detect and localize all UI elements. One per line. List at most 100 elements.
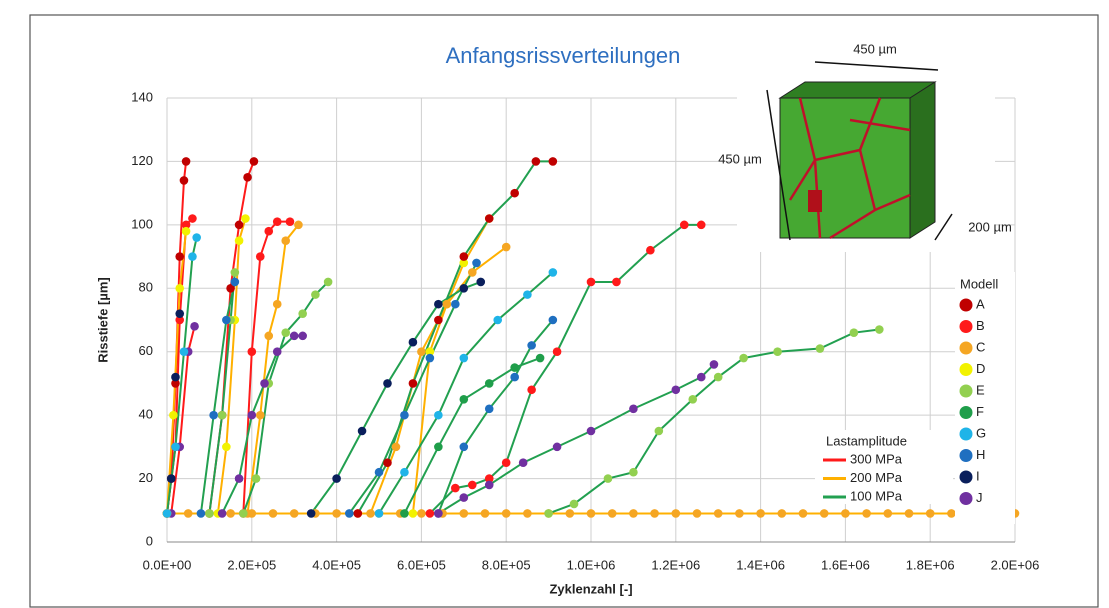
- data-point: [311, 290, 320, 299]
- data-point: [548, 157, 558, 166]
- data-point: [476, 277, 486, 287]
- legend-marker: [959, 363, 973, 376]
- data-point: [289, 509, 299, 518]
- series-line: [548, 328, 880, 515]
- data-point: [947, 509, 956, 518]
- data-point: [451, 483, 460, 493]
- series-line: [348, 262, 478, 515]
- legend-marker: [959, 427, 973, 441]
- data-point: [417, 509, 426, 518]
- data-point: [434, 299, 443, 309]
- data-point: [459, 258, 469, 268]
- data-point: [586, 426, 596, 436]
- data-point: [484, 404, 494, 414]
- data-point: [226, 283, 235, 293]
- series-line: [310, 281, 482, 515]
- data-point: [434, 442, 443, 452]
- y-tick-label: 40: [139, 407, 153, 422]
- data-point: [400, 467, 409, 477]
- inset-label: 450 µm: [853, 41, 897, 56]
- data-point: [484, 474, 494, 483]
- x-axis-label: Zyklenzahl [-]: [549, 581, 632, 596]
- data-point: [484, 214, 494, 223]
- series-line: [166, 231, 188, 514]
- inset-image: 450 µm 450 µm 200 µm: [718, 38, 1012, 252]
- data-point: [222, 315, 231, 325]
- data-point: [510, 363, 519, 372]
- data-point: [400, 509, 409, 518]
- legend-marker: [959, 492, 973, 505]
- data-point: [484, 480, 494, 490]
- data-point: [501, 458, 511, 468]
- data-point: [709, 360, 719, 369]
- y-tick-label: 120: [131, 153, 153, 168]
- data-point: [459, 353, 469, 363]
- data-point: [841, 509, 850, 518]
- grain-boundaries: [788, 97, 911, 240]
- data-point: [247, 410, 257, 420]
- y-tick-label: 60: [139, 343, 153, 358]
- x-tick-label: 1.4E+06: [736, 557, 785, 572]
- data-point: [548, 268, 558, 277]
- data-point: [713, 372, 723, 382]
- data-point: [629, 404, 638, 414]
- data-point: [696, 220, 706, 230]
- data-point: [501, 242, 511, 252]
- data-point: [739, 353, 748, 363]
- data-point: [247, 347, 257, 357]
- legend-marker: [959, 341, 973, 355]
- data-point: [565, 509, 575, 518]
- data-point: [285, 217, 295, 226]
- data-point: [196, 509, 206, 518]
- data-point: [234, 236, 244, 246]
- data-point: [181, 226, 191, 236]
- data-point: [925, 509, 935, 518]
- legend-marker: [959, 470, 973, 484]
- y-tick-label: 20: [139, 470, 153, 485]
- dimension-arrow: [814, 61, 939, 71]
- legend-label: 200 MPa: [850, 470, 903, 485]
- data-point: [696, 372, 706, 382]
- data-point: [357, 426, 367, 436]
- data-point: [374, 467, 384, 477]
- y-axis-label: Risstiefe [µm]: [95, 277, 110, 363]
- data-point: [217, 509, 227, 518]
- data-point: [535, 353, 545, 363]
- data-point: [171, 442, 180, 452]
- x-tick-label: 2.0E+05: [227, 557, 276, 572]
- legend-title: Modell: [960, 276, 998, 291]
- data-point: [434, 509, 443, 518]
- data-point: [260, 379, 269, 388]
- legend-marker: [959, 384, 973, 398]
- data-point: [190, 322, 199, 331]
- y-tick-label: 80: [139, 280, 153, 295]
- data-point: [713, 509, 723, 518]
- data-point: [281, 236, 291, 246]
- data-point: [434, 410, 443, 420]
- data-point: [798, 509, 808, 518]
- data-point: [442, 299, 452, 309]
- x-tick-label: 6.0E+05: [397, 557, 446, 572]
- data-point: [166, 474, 176, 483]
- data-point: [425, 347, 435, 357]
- y-tick-label: 140: [131, 89, 153, 104]
- data-point: [735, 509, 744, 518]
- data-point: [773, 347, 782, 357]
- data-point: [264, 226, 274, 236]
- data-point: [251, 474, 261, 483]
- data-point: [679, 220, 689, 230]
- data-point: [169, 410, 178, 420]
- data-point: [586, 509, 596, 518]
- data-point: [569, 499, 579, 509]
- cube-front: [779, 97, 911, 239]
- data-point: [205, 509, 214, 518]
- data-point: [332, 509, 341, 518]
- data-point: [175, 283, 185, 293]
- data-point: [883, 509, 893, 518]
- data-point: [181, 157, 191, 166]
- data-point: [298, 309, 307, 318]
- data-point: [298, 331, 307, 341]
- data-point: [650, 509, 659, 518]
- legend-marker: [959, 298, 973, 312]
- data-point: [289, 331, 299, 341]
